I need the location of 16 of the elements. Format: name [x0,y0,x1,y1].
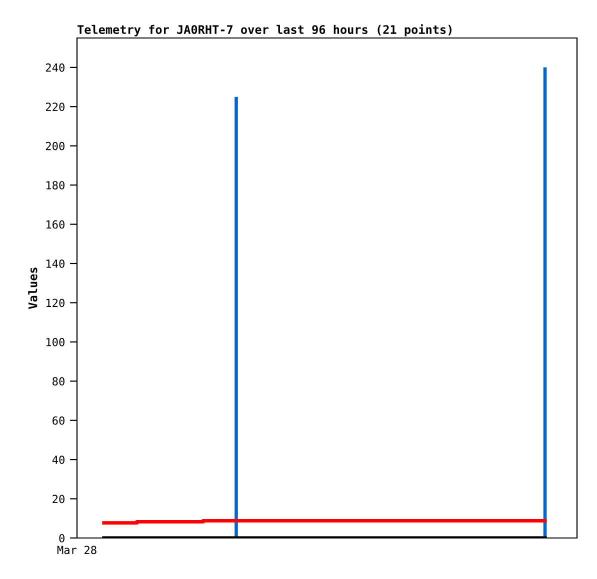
y-tick-label: 40 [52,456,64,464]
y-axis-title: Values [28,268,38,309]
text: Mar 28 [57,546,96,554]
y-tick-label: 80 [52,377,64,386]
y-tick-label: 100 [46,338,64,346]
y-tick-label: 200 [46,142,64,150]
y-tick-label: 220 [46,102,64,112]
y-tick-label: 240 [46,63,64,72]
y-tick-label: 120 [46,298,64,308]
y-tick-label: 180 [46,181,64,190]
y-tick-label: 20 [52,494,64,504]
y-tick-label: 60 [52,416,64,425]
y-tick-label: 140 [46,259,64,268]
y-tick-label: 160 [46,220,64,229]
chart-title: Telemetry for JA0RHT-7 over last 96 hours (21 points) [78,24,452,36]
y-tick-label: 0 [59,534,64,542]
